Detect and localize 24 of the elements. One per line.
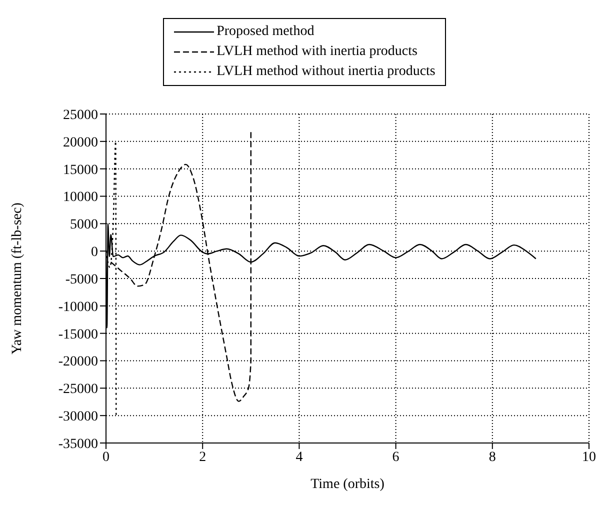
y-tick-label: 15000 [63,162,98,178]
x-tick-label: 0 [102,450,110,465]
x-tick-label: 8 [488,450,496,465]
y-tick-label: 0 [91,245,98,260]
y-tick-label: -25000 [58,382,98,398]
legend-label: LVLH method with inertia products [216,44,418,60]
y-tick-label: -20000 [58,354,98,370]
legend-label: LVLH method without inertia products [216,64,436,80]
y-tick-label: 20000 [63,135,98,150]
y-tick-label: 5000 [70,218,98,233]
legend-label: Proposed method [216,24,314,40]
x-tick-label: 2 [199,450,206,465]
y-tick-label: -5000 [65,272,98,288]
x-axis-title: Time (orbits) [310,477,385,492]
x-tick-label: 10 [582,450,596,465]
y-tick-label: 10000 [63,190,98,206]
y-tick-label: 25000 [63,108,98,123]
x-tick-label: 6 [392,450,400,465]
y-tick-label: -30000 [58,410,98,425]
y-tick-label: -15000 [58,327,98,342]
y-axis-title: Yaw momentum (ft-lb-sec) [10,202,25,354]
y-tick-label: -35000 [58,436,98,452]
x-tick-label: 4 [296,450,303,465]
y-tick-label: -10000 [58,300,98,315]
